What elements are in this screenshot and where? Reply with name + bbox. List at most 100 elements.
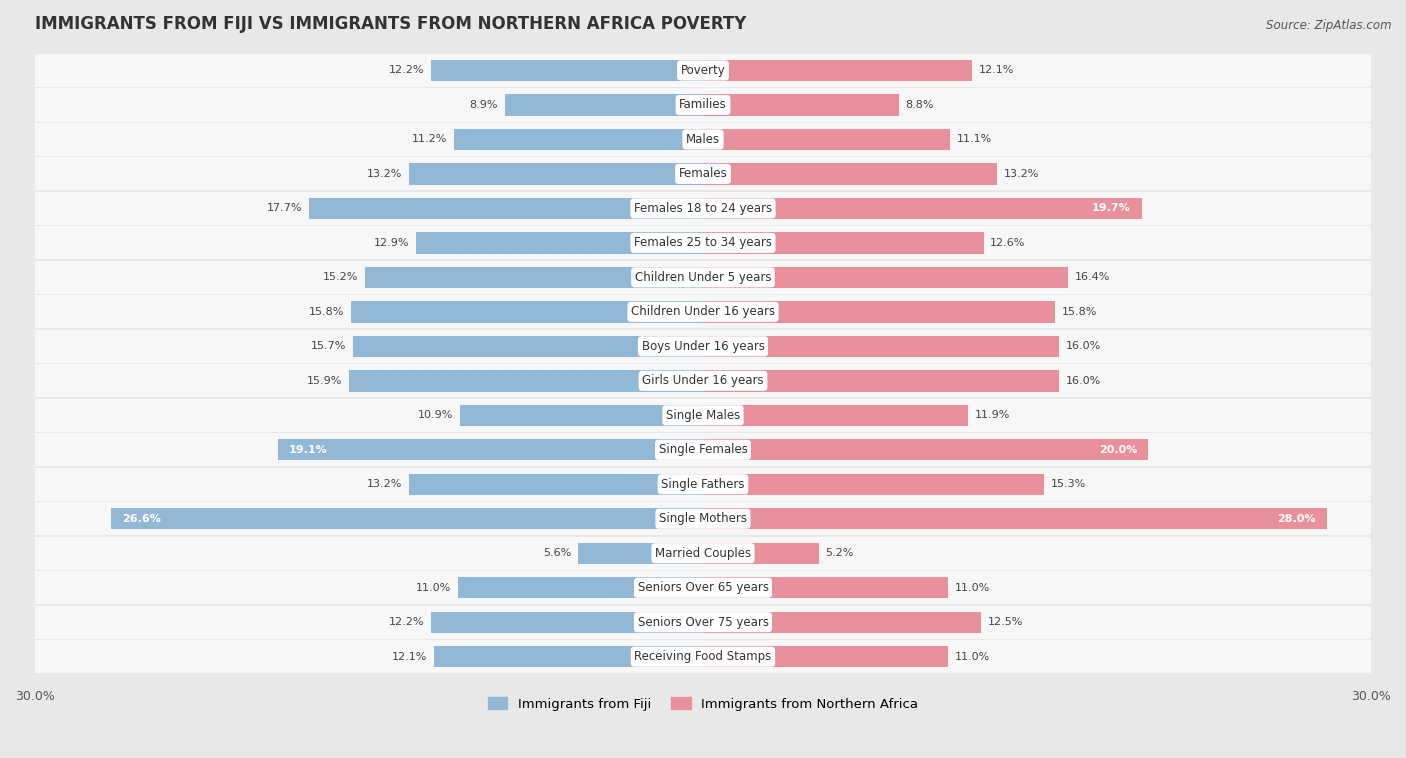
Legend: Immigrants from Fiji, Immigrants from Northern Africa: Immigrants from Fiji, Immigrants from No… <box>482 692 924 716</box>
Bar <box>703 646 948 667</box>
Text: 5.2%: 5.2% <box>825 548 853 558</box>
Bar <box>703 474 1043 495</box>
Bar <box>460 405 703 426</box>
Bar <box>703 543 818 564</box>
Bar <box>35 123 1371 156</box>
Bar <box>703 439 1149 460</box>
Bar <box>703 577 948 598</box>
Text: 5.6%: 5.6% <box>543 548 572 558</box>
Text: 13.2%: 13.2% <box>367 169 402 179</box>
Text: 19.7%: 19.7% <box>1092 203 1130 214</box>
Bar <box>703 301 1054 323</box>
Bar <box>409 474 703 495</box>
Text: 17.7%: 17.7% <box>267 203 302 214</box>
Bar <box>703 129 950 150</box>
Text: IMMIGRANTS FROM FIJI VS IMMIGRANTS FROM NORTHERN AFRICA POVERTY: IMMIGRANTS FROM FIJI VS IMMIGRANTS FROM … <box>35 15 747 33</box>
Bar <box>35 261 1371 294</box>
Text: 15.9%: 15.9% <box>307 376 342 386</box>
Text: Receiving Food Stamps: Receiving Food Stamps <box>634 650 772 663</box>
Text: Married Couples: Married Couples <box>655 547 751 559</box>
Bar <box>703 267 1069 288</box>
Bar <box>703 370 1059 391</box>
Bar <box>578 543 703 564</box>
Text: 12.2%: 12.2% <box>389 65 425 76</box>
Bar <box>703 94 898 116</box>
Text: Single Mothers: Single Mothers <box>659 512 747 525</box>
Text: Seniors Over 65 years: Seniors Over 65 years <box>637 581 769 594</box>
Bar <box>35 158 1371 190</box>
Bar <box>703 232 984 254</box>
Text: 11.1%: 11.1% <box>957 134 993 145</box>
Bar <box>35 537 1371 570</box>
Text: 28.0%: 28.0% <box>1277 514 1316 524</box>
Bar <box>454 129 703 150</box>
Text: 11.0%: 11.0% <box>955 583 990 593</box>
Bar <box>35 572 1371 604</box>
Bar <box>703 198 1142 219</box>
Text: Females 18 to 24 years: Females 18 to 24 years <box>634 202 772 215</box>
Bar <box>703 336 1059 357</box>
Bar <box>35 192 1371 225</box>
Bar <box>35 330 1371 363</box>
Bar <box>35 434 1371 466</box>
Bar <box>364 267 703 288</box>
Bar <box>432 60 703 81</box>
Bar <box>35 296 1371 328</box>
Text: Single Females: Single Females <box>658 443 748 456</box>
Text: 11.2%: 11.2% <box>412 134 447 145</box>
Text: 11.9%: 11.9% <box>974 410 1010 420</box>
Bar <box>458 577 703 598</box>
Text: 12.6%: 12.6% <box>990 238 1025 248</box>
Text: 19.1%: 19.1% <box>288 445 328 455</box>
Text: 15.8%: 15.8% <box>309 307 344 317</box>
Text: 15.7%: 15.7% <box>311 341 347 351</box>
Bar <box>35 606 1371 639</box>
Bar <box>35 399 1371 432</box>
Text: 8.9%: 8.9% <box>470 100 498 110</box>
Text: 20.0%: 20.0% <box>1099 445 1137 455</box>
Text: 12.1%: 12.1% <box>391 652 427 662</box>
Text: 16.0%: 16.0% <box>1066 341 1101 351</box>
Bar <box>277 439 703 460</box>
Text: Seniors Over 75 years: Seniors Over 75 years <box>637 615 769 628</box>
Bar <box>35 640 1371 673</box>
Bar <box>703 508 1326 529</box>
Text: Families: Families <box>679 99 727 111</box>
Bar <box>416 232 703 254</box>
Text: Males: Males <box>686 133 720 146</box>
Text: 26.6%: 26.6% <box>122 514 160 524</box>
Text: 11.0%: 11.0% <box>955 652 990 662</box>
Bar <box>703 405 967 426</box>
Text: 15.2%: 15.2% <box>322 272 359 283</box>
Bar <box>35 89 1371 121</box>
Bar <box>111 508 703 529</box>
Text: 15.8%: 15.8% <box>1062 307 1097 317</box>
Text: 12.5%: 12.5% <box>988 617 1024 627</box>
Bar <box>35 54 1371 87</box>
Text: 16.4%: 16.4% <box>1076 272 1111 283</box>
Text: Poverty: Poverty <box>681 64 725 77</box>
Bar <box>353 336 703 357</box>
Bar <box>35 365 1371 397</box>
Bar <box>352 301 703 323</box>
Bar <box>703 612 981 633</box>
Text: 15.3%: 15.3% <box>1050 479 1085 489</box>
Bar <box>703 60 973 81</box>
Bar <box>703 163 997 185</box>
Text: Single Fathers: Single Fathers <box>661 478 745 490</box>
Bar <box>433 646 703 667</box>
Text: Single Males: Single Males <box>666 409 740 421</box>
Text: Females 25 to 34 years: Females 25 to 34 years <box>634 236 772 249</box>
Text: 10.9%: 10.9% <box>418 410 454 420</box>
Text: 16.0%: 16.0% <box>1066 376 1101 386</box>
Text: 8.8%: 8.8% <box>905 100 934 110</box>
Text: 12.1%: 12.1% <box>979 65 1015 76</box>
Bar <box>309 198 703 219</box>
Text: 12.2%: 12.2% <box>389 617 425 627</box>
Text: Females: Females <box>679 168 727 180</box>
Text: 11.0%: 11.0% <box>416 583 451 593</box>
Bar <box>349 370 703 391</box>
Bar <box>409 163 703 185</box>
Text: Children Under 16 years: Children Under 16 years <box>631 305 775 318</box>
Bar <box>35 503 1371 535</box>
